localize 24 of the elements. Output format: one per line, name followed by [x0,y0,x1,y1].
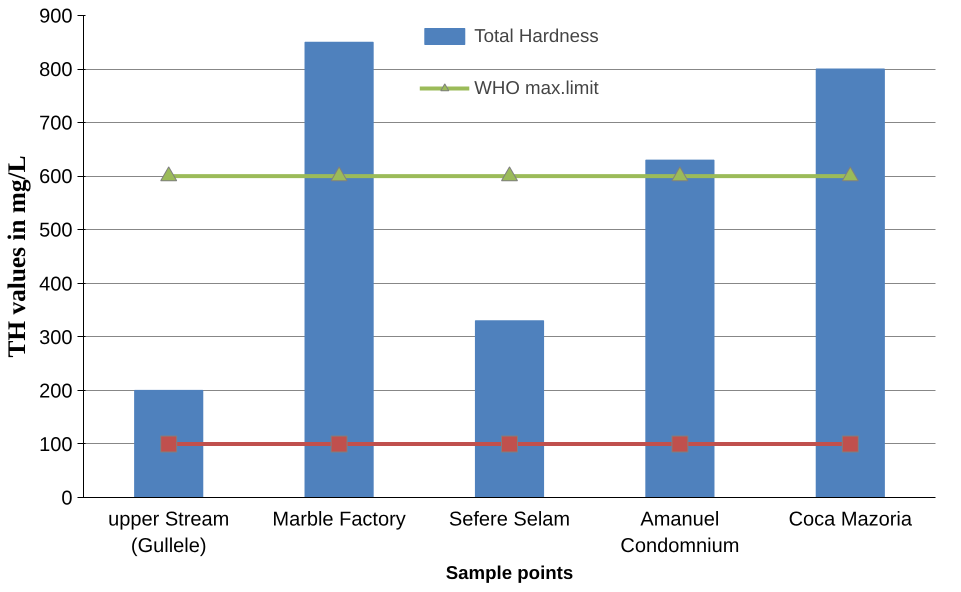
bar [134,390,204,498]
bar [304,42,374,498]
x-axis-title: Sample points [446,562,574,583]
y-tick-label: 600 [39,166,73,188]
y-tick-label: 800 [39,59,73,82]
bar [645,160,714,498]
y-tick-label: 700 [39,112,73,135]
y-axis-title: TH values in mg/L [3,156,32,358]
y-tick-label: 100 [39,434,73,456]
y-tick-label: 400 [39,273,73,296]
x-tick-label: Coca Mazoria [788,508,913,530]
y-tick-label: 0 [61,488,72,510]
x-tick-label: Amanuel Condomnium [620,508,740,557]
y-tick-label: 500 [39,220,73,242]
y-tick-label: 300 [39,326,73,349]
legend-label: Total Hardness [474,25,599,47]
y-tick-label: 200 [39,380,73,402]
bar [816,68,885,498]
bar [474,320,544,498]
y-tick-label: 900 [39,6,73,28]
legend-label: WHO max.limit [474,77,599,99]
x-tick-label: Marble Factory [272,508,406,530]
x-tick-label: Sefere Selam [448,508,570,530]
x-tick-label: upper Stream (Gullele) [108,508,230,557]
